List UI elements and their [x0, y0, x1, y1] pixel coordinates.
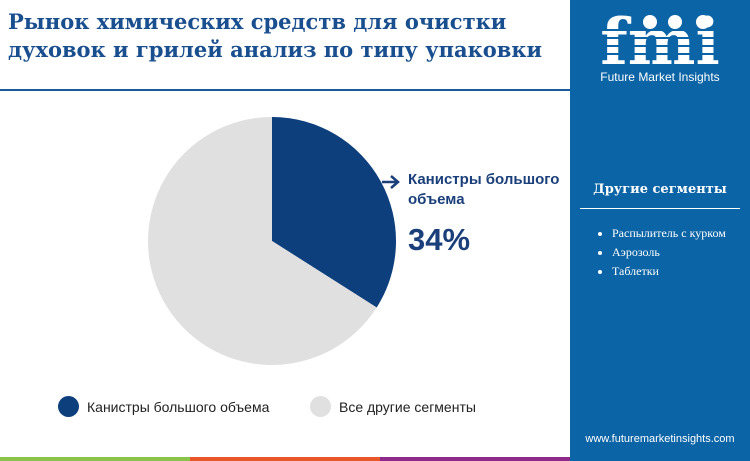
legend-label: Канистры большого объема — [87, 398, 270, 415]
legend-swatch — [310, 396, 331, 417]
callout-label: Канистры большого объема — [408, 170, 568, 210]
list-item: Таблетки — [612, 262, 732, 281]
other-segments-heading: Другие сегменты — [593, 182, 727, 197]
footer-stripe-orange — [190, 457, 380, 461]
callout-value: 34% — [408, 222, 471, 257]
fmi-logo: fmi — [595, 10, 725, 70]
other-segments-divider — [580, 208, 740, 209]
logo-subtitle: Future Market Insights — [600, 70, 720, 84]
legend-item-others: Все другие сегменты — [310, 396, 476, 417]
pie-slice-1 — [147, 117, 377, 366]
sidebar: fmi Future Market Insights Другие сегмен… — [570, 0, 750, 461]
globe-icon — [668, 15, 682, 29]
globe-icon — [643, 15, 657, 29]
globe-icon — [696, 15, 710, 29]
list-item: Аэрозоль — [612, 243, 732, 262]
pie-slice-0 — [272, 117, 396, 308]
title-divider — [0, 89, 570, 91]
website-url[interactable]: www.futuremarketinsights.com — [585, 433, 735, 445]
footer-stripe-green — [0, 457, 190, 461]
list-item: Распылитель с курком — [612, 224, 732, 243]
legend-item-canisters: Канистры большого объема — [58, 396, 269, 417]
pie-chart — [147, 117, 400, 366]
page-title: Рынок химических средств для очистки дух… — [8, 9, 543, 62]
legend-label: Все другие сегменты — [339, 398, 476, 415]
callout-arrow-icon — [382, 175, 400, 189]
footer-stripe-purple — [380, 457, 570, 461]
other-segments-list: Распылитель с курком Аэрозоль Таблетки — [592, 224, 732, 281]
legend-swatch — [58, 396, 79, 417]
callout-text: Канистры большого объема — [408, 171, 560, 208]
